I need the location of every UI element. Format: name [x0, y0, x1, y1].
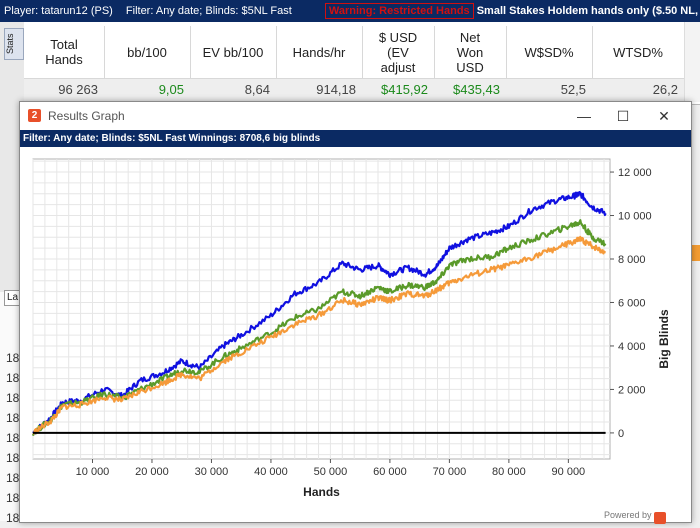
column-header[interactable]: W$SD%: [506, 26, 593, 78]
results-chart[interactable]: 10 000 20 000 30 000 40 000 50 000 60 000 70 0…: [20, 147, 691, 507]
column-header[interactable]: $ USD (EV adjust: [362, 26, 435, 78]
hand-row[interactable]: 18: [6, 431, 20, 445]
player-label: Player: tatarun12 (PS): [4, 5, 113, 17]
stat-cell: 96 263: [58, 82, 98, 97]
app-logo-icon: 2: [28, 109, 41, 122]
y-tick-label: 10 000: [618, 211, 652, 223]
hand-row[interactable]: 18: [6, 391, 20, 405]
stat-cell: 52,5: [560, 82, 586, 97]
column-header[interactable]: bb/100: [104, 26, 191, 78]
x-tick-label: 10 000: [76, 466, 110, 478]
x-tick-label: 70 000: [433, 466, 467, 478]
stat-cell: 26,2: [652, 82, 678, 97]
powered-by-label: Powered by: [604, 510, 652, 520]
hand-row[interactable]: 18: [6, 351, 20, 365]
maximize-button[interactable]: ☐: [616, 108, 630, 124]
hand-row[interactable]: 18: [6, 471, 20, 485]
x-tick-label: 80 000: [492, 466, 526, 478]
hands-list: 18 18 18 18 18 18 18 18 18: [0, 292, 25, 525]
filter-label: Filter: Any date; Blinds: $5NL Fast: [125, 5, 292, 17]
hand-row[interactable]: 18: [6, 491, 20, 505]
column-header[interactable]: WTSD%: [592, 26, 685, 78]
hand-row[interactable]: 18: [6, 371, 20, 385]
x-tick-label: 30 000: [195, 466, 229, 478]
restricted-hands-warning[interactable]: Warning: Restricted Hands: [324, 3, 474, 19]
x-axis-label: Hands: [303, 485, 340, 499]
stat-cell: $415,92: [381, 82, 428, 97]
x-tick-label: 40 000: [254, 466, 288, 478]
window-title: Results Graph: [48, 109, 125, 123]
stats-tab[interactable]: Stats: [4, 28, 24, 60]
y-tick-label: 4 000: [618, 341, 646, 353]
y-tick-label: 6 000: [618, 297, 646, 309]
x-tick-label: 60 000: [373, 466, 407, 478]
stats-row[interactable]: 96 263 9,05 8,64 914,18 $415,92 $435,43 52,5 26…: [24, 78, 700, 101]
column-header[interactable]: Net Won USD: [434, 26, 507, 78]
x-tick-label: 90 000: [552, 466, 586, 478]
top-info-bar: Player: tatarun12 (PS) Filter: Any date;…: [0, 0, 700, 22]
x-tick-label: 20 000: [135, 466, 169, 478]
stakes-limit-label: Small Stakes Holdem hands only ($.50 NL,…: [476, 5, 700, 17]
column-header[interactable]: Total Hands: [24, 26, 105, 78]
stat-cell: $435,43: [453, 82, 500, 97]
minimize-button[interactable]: —: [577, 108, 591, 124]
column-header[interactable]: Hands/hr: [276, 26, 363, 78]
close-button[interactable]: ✕: [658, 108, 670, 124]
y-tick-label: 12 000: [618, 167, 652, 179]
window-titlebar[interactable]: 2 Results Graph — ☐ ✕: [20, 102, 691, 130]
stat-cell: 8,64: [244, 82, 270, 97]
y-tick-label: 2 000: [618, 384, 646, 396]
hand-row[interactable]: 18: [6, 451, 20, 465]
graph-filter-text: Filter: Any date; Blinds: $5NL Fast Winn…: [23, 133, 321, 144]
graph-filter-bar: Filter: Any date; Blinds: $5NL Fast Winn…: [20, 130, 691, 147]
powered-by-logo-icon: [654, 512, 666, 524]
y-tick-label: 8 000: [618, 254, 646, 266]
results-graph-window: 2 Results Graph — ☐ ✕ Filter: Any date; …: [19, 101, 692, 524]
series-line: [31, 219, 607, 437]
y-axis-label: Big Blinds: [657, 309, 671, 369]
x-tick-label: 50 000: [314, 466, 348, 478]
series-line: [32, 191, 607, 435]
y-tick-label: 0: [618, 428, 624, 440]
vertical-scrollbar[interactable]: [684, 22, 700, 102]
stats-grid: 96 263 9,05 8,64 914,18 $415,92 $435,43 52,5 26…: [24, 22, 700, 105]
hand-row[interactable]: 18: [6, 411, 20, 425]
stat-cell: 914,18: [316, 82, 356, 97]
series-line: [32, 235, 606, 435]
column-header[interactable]: EV bb/100: [190, 26, 277, 78]
stat-cell: 9,05: [158, 82, 184, 97]
